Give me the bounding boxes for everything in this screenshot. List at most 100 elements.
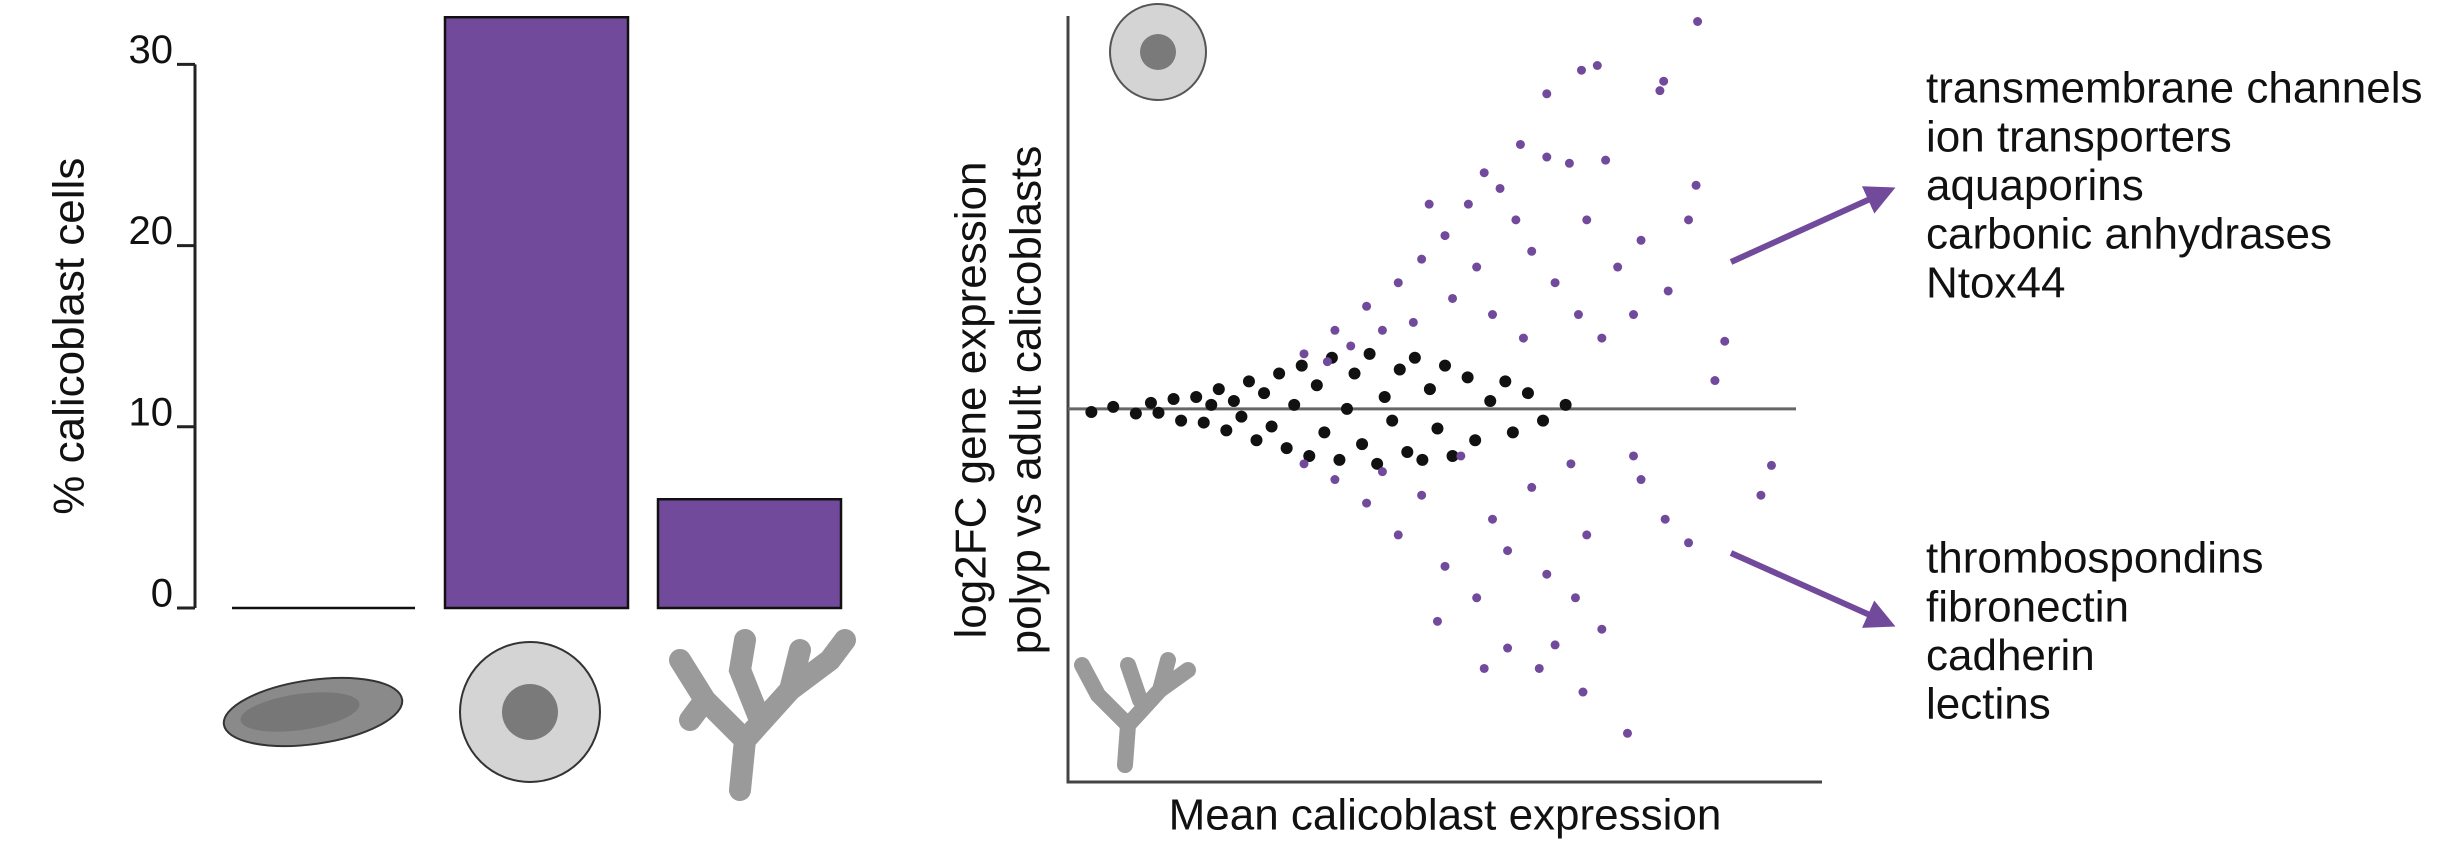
data-point <box>1622 728 1632 738</box>
data-point <box>1629 451 1638 461</box>
data-point <box>1322 357 1332 367</box>
data-point <box>1597 624 1607 634</box>
data-point <box>1636 235 1646 245</box>
data-point <box>1566 459 1576 469</box>
x-axis-label: Mean calicoblast expression <box>1169 791 1722 840</box>
data-point <box>1518 333 1528 343</box>
data-point <box>1423 383 1436 396</box>
data-point <box>1416 453 1429 466</box>
data-point <box>1378 391 1391 404</box>
data-point <box>1265 420 1278 433</box>
data-point <box>1295 359 1308 372</box>
coral-icon-small <box>1074 652 1196 773</box>
data-point <box>1570 593 1580 603</box>
data-point <box>1439 359 1451 372</box>
data-point <box>1448 293 1458 303</box>
axes <box>1066 16 1822 784</box>
data-point <box>1472 593 1482 603</box>
data-point <box>1542 89 1552 99</box>
annotation: carbonic anhydrases <box>1926 210 2332 259</box>
data-point <box>1362 498 1372 508</box>
data-point <box>1660 514 1670 524</box>
data-point <box>1515 139 1525 149</box>
data-point <box>1710 376 1720 386</box>
data-point <box>1393 530 1403 540</box>
data-point <box>1684 215 1694 225</box>
data-point <box>1299 349 1309 359</box>
data-point <box>1377 325 1387 335</box>
data-point <box>1613 262 1623 272</box>
annotation: ion transporters <box>1926 112 2232 161</box>
data-point <box>1152 406 1165 419</box>
data-point <box>1303 449 1316 462</box>
data-point <box>1527 246 1537 256</box>
data-point <box>1220 424 1233 437</box>
data-point <box>1197 416 1210 429</box>
data-point <box>1663 286 1673 296</box>
data-point <box>1499 375 1512 388</box>
annotation: thrombospondins <box>1926 534 2264 583</box>
data-point <box>1511 215 1521 225</box>
data-point <box>1408 351 1421 364</box>
data-point <box>1720 336 1730 346</box>
data-point <box>1310 379 1323 392</box>
y-tick-label: 10 <box>129 390 174 434</box>
data-point <box>1527 482 1537 492</box>
data-point <box>1363 347 1376 360</box>
data-point <box>1440 561 1450 571</box>
polyp-icon-small <box>1109 3 1207 101</box>
data-point <box>1506 426 1519 439</box>
annotation: fibronectin <box>1926 582 2129 631</box>
y-tick-label: 0 <box>151 572 173 616</box>
data-point <box>1550 640 1560 650</box>
data-point <box>1479 168 1489 178</box>
data-point <box>1582 530 1592 540</box>
data-point <box>1235 410 1248 423</box>
data-point <box>1582 215 1592 225</box>
data-point <box>1417 490 1427 500</box>
data-point <box>1424 199 1434 209</box>
data-point <box>1691 180 1701 190</box>
data-point <box>1333 453 1346 466</box>
data-point <box>1636 475 1646 485</box>
data-point <box>1542 569 1552 579</box>
data-point <box>1756 490 1766 500</box>
data-point <box>1386 414 1399 427</box>
arrow-up <box>1729 186 1896 265</box>
data-point <box>1431 422 1444 435</box>
data-point <box>1693 16 1703 26</box>
data-point <box>1521 387 1534 400</box>
data-point <box>1299 459 1309 469</box>
data-point <box>1564 158 1574 168</box>
data-point <box>1401 446 1414 459</box>
larva-icon <box>222 676 404 748</box>
annotation: aquaporins <box>1926 161 2144 210</box>
data-point <box>1175 414 1188 427</box>
data-point <box>1362 301 1372 311</box>
data-point <box>1280 442 1293 455</box>
data-point <box>1242 375 1255 388</box>
data-point <box>1212 383 1225 396</box>
data-point <box>1597 333 1607 343</box>
data-point <box>1107 400 1120 413</box>
data-point <box>1601 155 1611 165</box>
data-point <box>1463 199 1473 209</box>
data-point <box>1542 152 1552 162</box>
data-point <box>1456 451 1466 461</box>
data-point <box>1484 394 1497 407</box>
data-point <box>1371 457 1384 470</box>
data-point <box>1167 393 1180 405</box>
data-point <box>1684 538 1694 548</box>
annotation: lectins <box>1926 680 2051 729</box>
data-point <box>1576 65 1586 75</box>
coral-icon <box>669 629 856 801</box>
data-point <box>1461 371 1474 384</box>
data-point <box>1559 398 1572 411</box>
y-axis-label: log2FC gene expression <box>947 162 996 639</box>
data-point <box>1550 278 1560 288</box>
data-point <box>1250 434 1263 447</box>
bar <box>656 498 843 610</box>
data-point <box>1288 398 1301 411</box>
data-point <box>1408 317 1418 327</box>
